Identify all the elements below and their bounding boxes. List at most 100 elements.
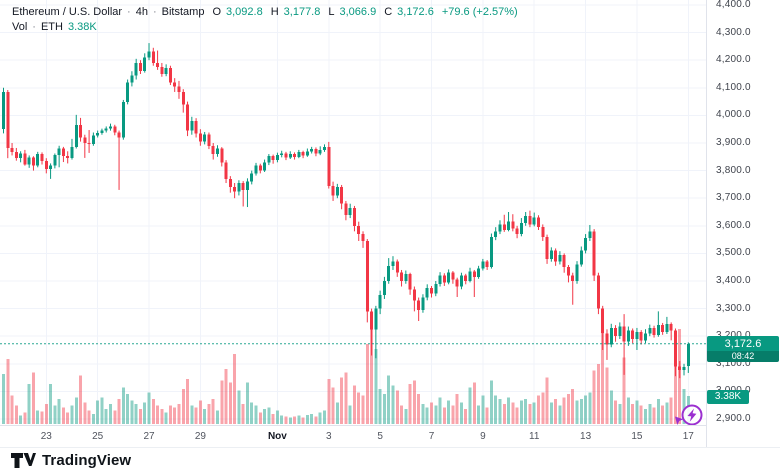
candle-body xyxy=(228,178,232,188)
candle-body xyxy=(23,153,27,165)
volume-bar xyxy=(498,399,502,424)
volume-bar xyxy=(27,384,31,424)
candle-body xyxy=(434,283,438,294)
candle-body xyxy=(639,332,643,341)
candle-body xyxy=(130,75,134,83)
candle-body xyxy=(515,228,519,235)
price-axis[interactable]: 4,400.0 4,300.0 4,200.0 4,100.0 4,000.0 3,900… xyxy=(706,0,780,447)
volume-bar xyxy=(438,397,442,424)
candle-body xyxy=(267,156,271,163)
candle-body xyxy=(293,154,297,157)
volume-bar xyxy=(323,410,326,424)
time-axis-label: 29 xyxy=(194,431,206,442)
volume-bar xyxy=(79,375,83,424)
volume-bar xyxy=(635,400,639,424)
volume-bar xyxy=(541,392,545,424)
candle-body xyxy=(485,261,489,268)
symbol-button[interactable]: Ethereum / U.S. Dollar xyxy=(12,6,123,18)
candle-body xyxy=(216,148,219,155)
volume-bar xyxy=(592,370,596,424)
candle-body xyxy=(537,217,540,228)
volume-label[interactable]: Vol xyxy=(12,21,28,33)
chart-plot[interactable] xyxy=(0,0,706,447)
volume-bar xyxy=(100,397,104,424)
candle-body xyxy=(344,203,348,215)
volume-bar xyxy=(203,409,207,424)
volume-bar xyxy=(340,377,344,424)
volume-bar xyxy=(23,412,27,424)
open-label: O xyxy=(212,6,221,18)
candle-body xyxy=(391,261,395,266)
volume-bar xyxy=(237,390,241,424)
candle-body xyxy=(532,217,536,225)
volume-bar xyxy=(198,400,202,424)
candle-body xyxy=(335,187,339,196)
interval-button[interactable]: 4h xyxy=(135,6,148,18)
volume-bar xyxy=(648,404,652,424)
candle-body xyxy=(143,57,147,72)
volume-bar xyxy=(143,402,147,424)
candle-body xyxy=(164,67,168,74)
candle-body xyxy=(275,155,279,161)
candle-body xyxy=(370,311,374,330)
price-axis-label: 3,200.0 xyxy=(716,330,751,341)
volume-bar xyxy=(250,402,254,424)
candle-body xyxy=(79,125,83,138)
volume-bar xyxy=(425,407,429,424)
volume-bar xyxy=(70,405,74,424)
time-axis-label: 7 xyxy=(428,431,435,442)
separator-dot: · xyxy=(32,21,36,33)
volume-bar xyxy=(331,387,335,424)
candle-body xyxy=(382,281,386,295)
volume-bar xyxy=(190,405,194,424)
volume-bar xyxy=(126,394,130,424)
candle-body xyxy=(609,327,613,345)
separator-dot: · xyxy=(152,6,157,18)
price-axis-label: 3,300.0 xyxy=(716,302,751,314)
time-axis[interactable]: 23 25 27 29 Nov 3 5 7 9 11 13 15 17 xyxy=(0,425,780,448)
volume-bar xyxy=(241,404,245,424)
candle-body xyxy=(27,157,31,165)
candle-body xyxy=(173,82,177,87)
candle-body xyxy=(288,154,292,158)
candle-body xyxy=(374,308,378,330)
volume-bar xyxy=(618,404,622,424)
candle-body xyxy=(352,207,356,226)
price-axis-label: 3,800.0 xyxy=(716,164,751,176)
candle-body xyxy=(198,133,202,142)
candle-body xyxy=(511,221,515,229)
price-axis-label: 4,000.0 xyxy=(716,109,751,121)
candle-body xyxy=(96,133,100,136)
volume-bar xyxy=(147,392,151,424)
candle-body xyxy=(357,225,361,235)
candle-body xyxy=(40,154,44,161)
volume-bar xyxy=(36,410,40,424)
candle-body xyxy=(554,250,558,262)
volume-bar xyxy=(216,410,219,424)
volume-bar xyxy=(258,412,262,424)
candle-body xyxy=(121,102,125,138)
volume-bar xyxy=(584,395,588,424)
volume-bar xyxy=(220,380,224,424)
volume-bar xyxy=(374,349,378,424)
volume-bar xyxy=(481,395,485,424)
candle-body xyxy=(601,308,605,334)
candle-body xyxy=(314,149,318,154)
volume-bar xyxy=(464,409,468,424)
close-label: C xyxy=(384,6,393,18)
candle-body xyxy=(168,67,172,83)
volume-bar xyxy=(404,409,408,424)
candle-body xyxy=(481,261,485,269)
candle-body xyxy=(575,264,579,281)
volume-bar xyxy=(173,407,177,424)
candle-body xyxy=(147,51,151,58)
exchange-label[interactable]: Bitstamp xyxy=(161,6,205,18)
volume-bar xyxy=(485,407,489,424)
tradingview-logo[interactable]: TradingView xyxy=(10,452,131,469)
volume-bar xyxy=(297,415,301,424)
volume-bar xyxy=(652,407,656,424)
candle-body xyxy=(194,120,198,134)
volume-bar xyxy=(571,389,575,424)
separator-dot: · xyxy=(127,6,131,18)
candle-body xyxy=(207,134,211,146)
